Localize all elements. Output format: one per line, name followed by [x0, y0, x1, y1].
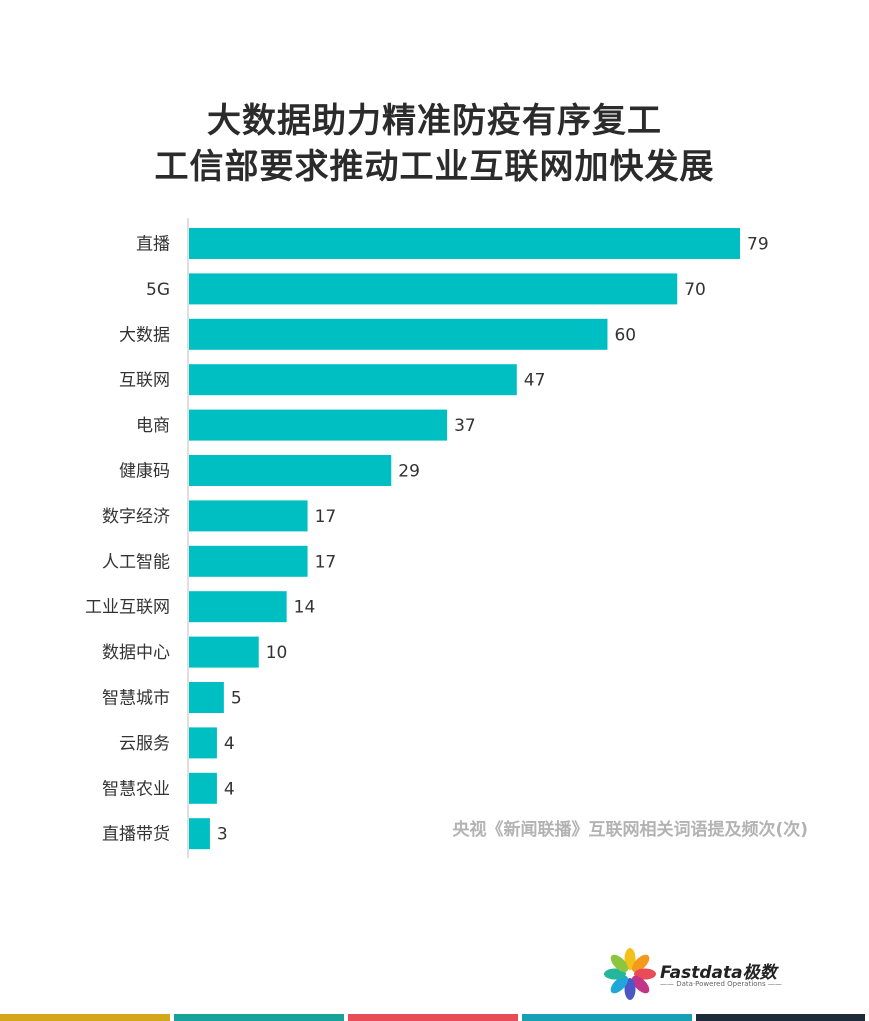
- value-label: 3: [217, 825, 228, 845]
- footer-color-segment: [522, 1014, 692, 1021]
- category-label: 健康码: [119, 462, 170, 482]
- bar: [189, 772, 217, 804]
- bar-chart: 直播 79 5G 70 大数据 60 互联网 47 电商 37 健康码 29 数字经济 17 人工智能 17 工…: [85, 218, 808, 858]
- category-label: 人工智能: [102, 552, 170, 572]
- value-label: 47: [524, 371, 546, 391]
- value-label: 29: [398, 462, 420, 482]
- category-label: 工业互联网: [85, 598, 170, 618]
- footer-color-segment: [696, 1014, 865, 1021]
- category-label: 云服务: [119, 734, 170, 754]
- value-label: 79: [747, 235, 769, 255]
- value-label: 4: [224, 734, 235, 754]
- bar: [189, 500, 308, 532]
- category-label: 智慧农业: [102, 779, 170, 799]
- value-label: 70: [684, 280, 706, 300]
- bar: [189, 818, 210, 850]
- bar: [189, 727, 217, 759]
- bar: [189, 455, 392, 486]
- value-label: 10: [266, 643, 288, 663]
- brand-name: Fastdata极数: [660, 963, 777, 983]
- chart-annotation: 央视《新闻联播》互联网相关词语提及频次(次): [452, 819, 808, 840]
- value-label: 17: [315, 507, 337, 527]
- value-label: 14: [294, 598, 316, 618]
- bar: [189, 273, 678, 305]
- bar: [189, 318, 608, 350]
- bar: [189, 682, 224, 713]
- bar: [189, 636, 259, 668]
- category-label: 数字经济: [102, 507, 170, 527]
- category-label: 大数据: [119, 325, 170, 345]
- footer-color-segment: [0, 1014, 170, 1021]
- footer-color-segment: [174, 1014, 344, 1021]
- bar: [189, 591, 287, 623]
- bar: [189, 545, 308, 577]
- brand-tagline: —— Data·Powered Operations ——: [660, 980, 782, 988]
- value-label: 5: [231, 689, 242, 709]
- bar: [189, 228, 740, 259]
- bar: [189, 364, 517, 396]
- chart-title-line-1: 大数据助力精准防疫有序复工: [207, 101, 662, 141]
- category-label: 直播带货: [102, 825, 170, 845]
- footer-color-segment: [348, 1014, 518, 1021]
- chart-title-line-2: 工信部要求推动工业互联网加快发展: [154, 147, 715, 187]
- value-label: 37: [454, 416, 476, 436]
- category-label: 互联网: [119, 371, 170, 391]
- value-label: 4: [224, 779, 235, 799]
- footer-color-strip: [0, 1014, 869, 1021]
- bar: [189, 409, 448, 441]
- fastdata-logo: Fastdata极数 —— Data·Powered Operations ——: [604, 944, 804, 1004]
- value-label: 60: [614, 325, 636, 345]
- category-label: 电商: [136, 416, 170, 436]
- flower-logo-icon: [604, 948, 656, 1000]
- value-label: 17: [315, 552, 337, 572]
- category-label: 数据中心: [102, 643, 170, 663]
- category-label: 5G: [146, 280, 170, 300]
- chart-title: 大数据助力精准防疫有序复工 工信部要求推动工业互联网加快发展: [0, 98, 869, 190]
- category-label: 智慧城市: [102, 689, 170, 709]
- category-label: 直播: [136, 235, 170, 255]
